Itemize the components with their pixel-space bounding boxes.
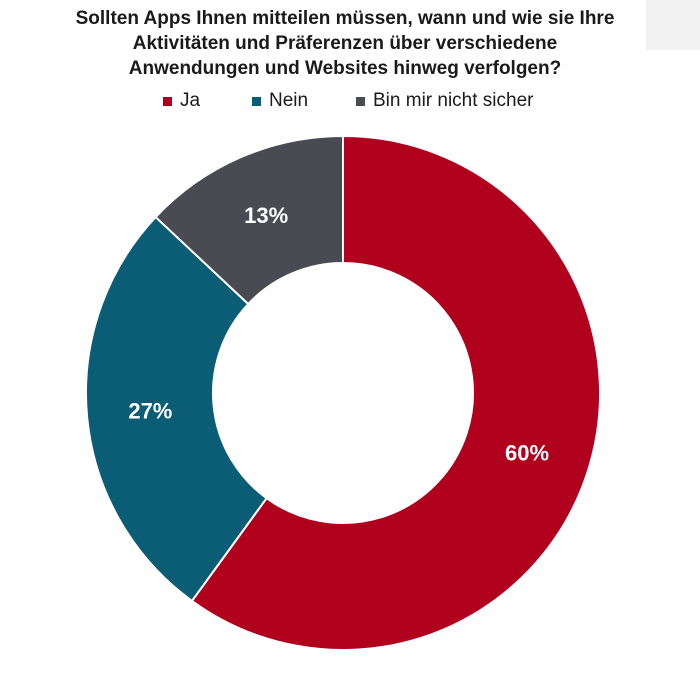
chart-title-line-1: Sollten Apps Ihnen mitteilen müssen, wan…: [75, 8, 615, 29]
slice-label-nein: 27%: [128, 399, 172, 424]
legend-item-ja: Ja: [163, 90, 200, 112]
slice-unsure: [154, 134, 344, 306]
legend-swatch-ja: [163, 96, 172, 106]
legend-label-nein: Nein: [269, 90, 309, 111]
slice-label-unsure: 13%: [244, 203, 288, 228]
legend-item-nein: Nein: [252, 90, 308, 112]
chart-title-line-2: Aktivitäten und Präferenzen über verschi…: [132, 33, 558, 54]
chart-title-line-3: Anwendungen und Websites hinweg verfolge…: [128, 58, 562, 79]
corner-background-block: [646, 0, 700, 50]
legend-swatch-unsure: [356, 96, 365, 106]
slice-nein: [85, 215, 268, 603]
chart-title: Sollten Apps Ihnen mitteilen müssen, wan…: [0, 6, 690, 81]
legend-swatch-nein: [252, 96, 261, 106]
legend-item-unsure: Bin mir nicht sicher: [356, 90, 534, 112]
legend-label-ja: Ja: [180, 90, 201, 111]
donut-slices: [85, 134, 601, 651]
slice-label-ja: 60%: [505, 440, 549, 465]
donut-labels: 60% 27% 13%: [128, 203, 549, 465]
slice-ja: [190, 134, 601, 651]
chart-legend: Ja Nein Bin mir nicht sicher: [0, 90, 700, 112]
legend-label-unsure: Bin mir nicht sicher: [373, 90, 534, 111]
